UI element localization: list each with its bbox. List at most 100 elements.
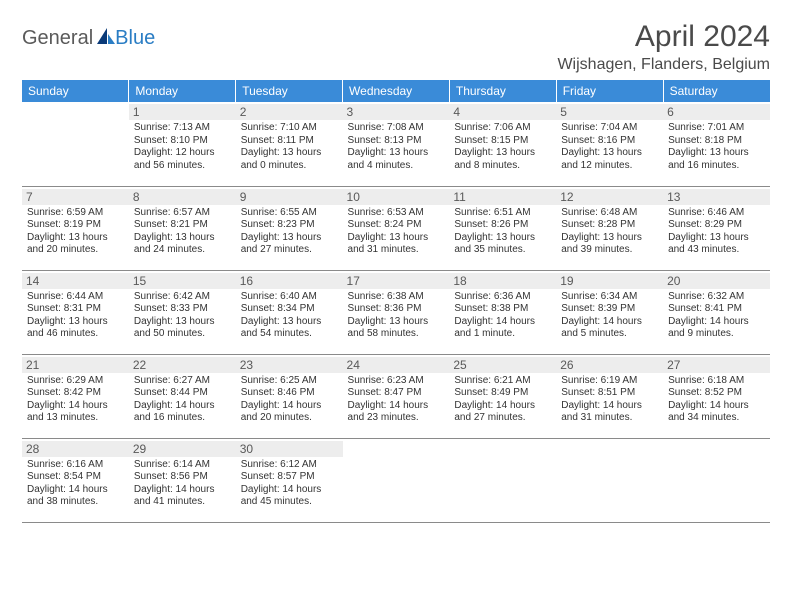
calendar-day-cell bbox=[449, 438, 556, 522]
calendar-day-cell: 23Sunrise: 6:25 AMSunset: 8:46 PMDayligh… bbox=[236, 354, 343, 438]
daylight-text: Daylight: 14 hours bbox=[348, 400, 445, 413]
daylight-text: Daylight: 14 hours bbox=[134, 484, 231, 497]
calendar-day-cell: 3Sunrise: 7:08 AMSunset: 8:13 PMDaylight… bbox=[343, 102, 450, 186]
calendar-day-cell: 21Sunrise: 6:29 AMSunset: 8:42 PMDayligh… bbox=[22, 354, 129, 438]
daylight-text: and 13 minutes. bbox=[27, 412, 124, 425]
daylight-text: and 16 minutes. bbox=[134, 412, 231, 425]
calendar-day-cell: 18Sunrise: 6:36 AMSunset: 8:38 PMDayligh… bbox=[449, 270, 556, 354]
daylight-text: and 31 minutes. bbox=[561, 412, 658, 425]
calendar-day-cell: 17Sunrise: 6:38 AMSunset: 8:36 PMDayligh… bbox=[343, 270, 450, 354]
daylight-text: Daylight: 13 hours bbox=[27, 316, 124, 329]
sunset-text: Sunset: 8:24 PM bbox=[348, 219, 445, 232]
sunset-text: Sunset: 8:44 PM bbox=[134, 387, 231, 400]
weekday-header: Friday bbox=[556, 80, 663, 102]
day-number: 15 bbox=[129, 273, 236, 289]
calendar-day-cell: 19Sunrise: 6:34 AMSunset: 8:39 PMDayligh… bbox=[556, 270, 663, 354]
sunset-text: Sunset: 8:28 PM bbox=[561, 219, 658, 232]
daylight-text: Daylight: 13 hours bbox=[348, 147, 445, 160]
sunset-text: Sunset: 8:15 PM bbox=[454, 135, 551, 148]
daylight-text: and 56 minutes. bbox=[134, 160, 231, 173]
sunset-text: Sunset: 8:23 PM bbox=[241, 219, 338, 232]
calendar-day-cell: 27Sunrise: 6:18 AMSunset: 8:52 PMDayligh… bbox=[663, 354, 770, 438]
daylight-text: Daylight: 13 hours bbox=[348, 316, 445, 329]
daylight-text: and 31 minutes. bbox=[348, 244, 445, 257]
sunrise-text: Sunrise: 6:59 AM bbox=[27, 207, 124, 220]
sunset-text: Sunset: 8:39 PM bbox=[561, 303, 658, 316]
daylight-text: Daylight: 13 hours bbox=[454, 147, 551, 160]
sunrise-text: Sunrise: 6:53 AM bbox=[348, 207, 445, 220]
location-subtitle: Wijshagen, Flanders, Belgium bbox=[557, 56, 770, 74]
sunset-text: Sunset: 8:16 PM bbox=[561, 135, 658, 148]
sunrise-text: Sunrise: 6:23 AM bbox=[348, 375, 445, 388]
sunrise-text: Sunrise: 6:19 AM bbox=[561, 375, 658, 388]
calendar-day-cell: 22Sunrise: 6:27 AMSunset: 8:44 PMDayligh… bbox=[129, 354, 236, 438]
sunrise-text: Sunrise: 6:40 AM bbox=[241, 291, 338, 304]
calendar-week-row: 7Sunrise: 6:59 AMSunset: 8:19 PMDaylight… bbox=[22, 186, 770, 270]
brand-word-1: General bbox=[22, 27, 93, 50]
day-number: 23 bbox=[236, 357, 343, 373]
daylight-text: and 24 minutes. bbox=[134, 244, 231, 257]
calendar-day-cell: 5Sunrise: 7:04 AMSunset: 8:16 PMDaylight… bbox=[556, 102, 663, 186]
daylight-text: Daylight: 12 hours bbox=[134, 147, 231, 160]
sunrise-text: Sunrise: 6:18 AM bbox=[668, 375, 765, 388]
sunset-text: Sunset: 8:51 PM bbox=[561, 387, 658, 400]
weekday-header: Saturday bbox=[663, 80, 770, 102]
calendar-day-cell: 10Sunrise: 6:53 AMSunset: 8:24 PMDayligh… bbox=[343, 186, 450, 270]
sunset-text: Sunset: 8:38 PM bbox=[454, 303, 551, 316]
day-number: 22 bbox=[129, 357, 236, 373]
calendar-day-cell: 20Sunrise: 6:32 AMSunset: 8:41 PMDayligh… bbox=[663, 270, 770, 354]
sunset-text: Sunset: 8:41 PM bbox=[668, 303, 765, 316]
sunset-text: Sunset: 8:33 PM bbox=[134, 303, 231, 316]
sunrise-text: Sunrise: 6:46 AM bbox=[668, 207, 765, 220]
daylight-text: Daylight: 14 hours bbox=[561, 316, 658, 329]
daylight-text: Daylight: 13 hours bbox=[454, 232, 551, 245]
calendar-week-row: 14Sunrise: 6:44 AMSunset: 8:31 PMDayligh… bbox=[22, 270, 770, 354]
day-number: 7 bbox=[22, 189, 129, 205]
brand-logo: General Blue bbox=[22, 20, 155, 51]
sunset-text: Sunset: 8:56 PM bbox=[134, 471, 231, 484]
daylight-text: Daylight: 13 hours bbox=[241, 147, 338, 160]
weekday-header-row: Sunday Monday Tuesday Wednesday Thursday… bbox=[22, 80, 770, 102]
day-number: 26 bbox=[556, 357, 663, 373]
sunrise-text: Sunrise: 6:29 AM bbox=[27, 375, 124, 388]
daylight-text: and 46 minutes. bbox=[27, 328, 124, 341]
sunrise-text: Sunrise: 6:16 AM bbox=[27, 459, 124, 472]
sunset-text: Sunset: 8:49 PM bbox=[454, 387, 551, 400]
day-number: 4 bbox=[449, 104, 556, 120]
day-number: 30 bbox=[236, 441, 343, 457]
sunrise-text: Sunrise: 6:21 AM bbox=[454, 375, 551, 388]
sunset-text: Sunset: 8:34 PM bbox=[241, 303, 338, 316]
calendar-day-cell: 29Sunrise: 6:14 AMSunset: 8:56 PMDayligh… bbox=[129, 438, 236, 522]
month-title: April 2024 bbox=[557, 20, 770, 54]
day-number: 28 bbox=[22, 441, 129, 457]
calendar-day-cell: 7Sunrise: 6:59 AMSunset: 8:19 PMDaylight… bbox=[22, 186, 129, 270]
daylight-text: and 4 minutes. bbox=[348, 160, 445, 173]
calendar-week-row: 1Sunrise: 7:13 AMSunset: 8:10 PMDaylight… bbox=[22, 102, 770, 186]
calendar-day-cell: 2Sunrise: 7:10 AMSunset: 8:11 PMDaylight… bbox=[236, 102, 343, 186]
daylight-text: Daylight: 13 hours bbox=[348, 232, 445, 245]
sunset-text: Sunset: 8:10 PM bbox=[134, 135, 231, 148]
sunrise-text: Sunrise: 6:27 AM bbox=[134, 375, 231, 388]
daylight-text: Daylight: 14 hours bbox=[561, 400, 658, 413]
day-number: 6 bbox=[663, 104, 770, 120]
calendar-day-cell: 16Sunrise: 6:40 AMSunset: 8:34 PMDayligh… bbox=[236, 270, 343, 354]
sunset-text: Sunset: 8:54 PM bbox=[27, 471, 124, 484]
header: General Blue April 2024 Wijshagen, Fland… bbox=[22, 20, 770, 74]
sunset-text: Sunset: 8:29 PM bbox=[668, 219, 765, 232]
daylight-text: and 12 minutes. bbox=[561, 160, 658, 173]
calendar-day-cell bbox=[556, 438, 663, 522]
daylight-text: Daylight: 14 hours bbox=[668, 400, 765, 413]
title-block: April 2024 Wijshagen, Flanders, Belgium bbox=[557, 20, 770, 74]
sunrise-text: Sunrise: 7:08 AM bbox=[348, 122, 445, 135]
daylight-text: and 23 minutes. bbox=[348, 412, 445, 425]
brand-word-2: Blue bbox=[115, 27, 155, 50]
day-number: 2 bbox=[236, 104, 343, 120]
daylight-text: and 16 minutes. bbox=[668, 160, 765, 173]
sunrise-text: Sunrise: 6:14 AM bbox=[134, 459, 231, 472]
sunrise-text: Sunrise: 6:25 AM bbox=[241, 375, 338, 388]
calendar-table: Sunday Monday Tuesday Wednesday Thursday… bbox=[22, 80, 770, 523]
calendar-day-cell: 15Sunrise: 6:42 AMSunset: 8:33 PMDayligh… bbox=[129, 270, 236, 354]
sunset-text: Sunset: 8:26 PM bbox=[454, 219, 551, 232]
daylight-text: and 27 minutes. bbox=[241, 244, 338, 257]
calendar-week-row: 28 Sunrise: 6:16 AMSunset: 8:54 PM Dayligh… bbox=[22, 438, 770, 522]
